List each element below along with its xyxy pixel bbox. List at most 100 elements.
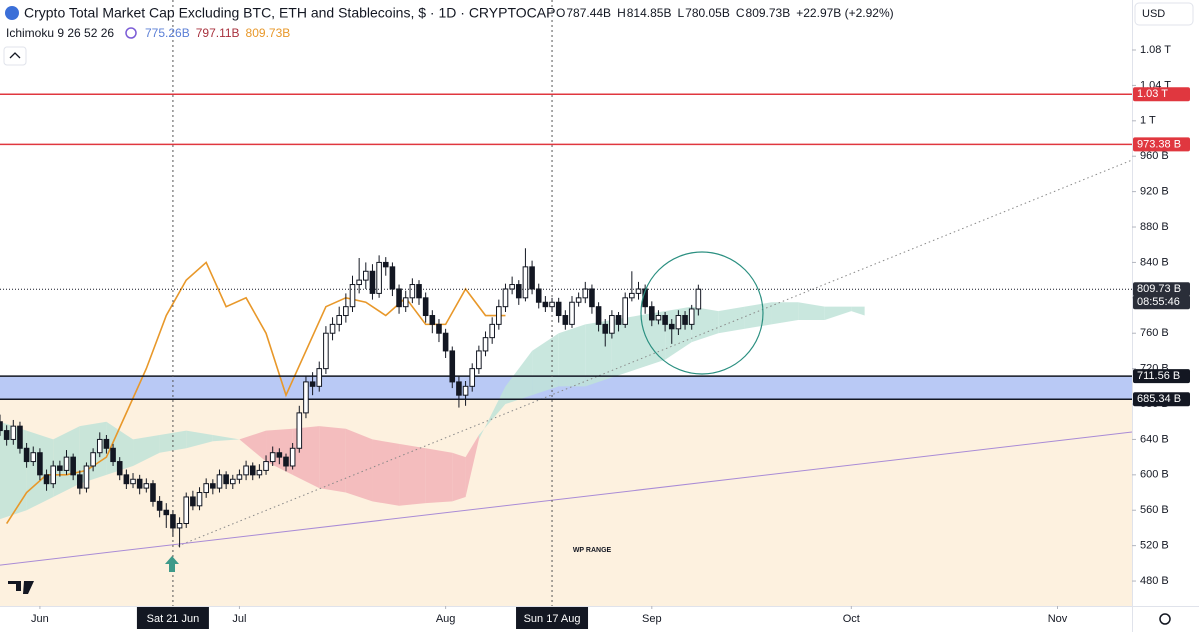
y-tick-label: 640 B [1140, 433, 1169, 445]
level-label: 1.03 T [1137, 88, 1168, 100]
candle-body [555, 301, 562, 317]
cloud-segment [744, 302, 772, 329]
indicator-values: 775.26B 797.11B 809.73B [145, 26, 290, 40]
y-tick-label: 1 T [1140, 115, 1156, 127]
candle-body [369, 270, 376, 294]
candle-body [170, 514, 176, 529]
cloud-segment [691, 306, 719, 343]
candle-body [329, 323, 336, 334]
x-tick-label: Oct [843, 613, 860, 625]
ohlc-item: O [556, 6, 565, 20]
candle-body [589, 288, 595, 308]
candle-body [296, 412, 303, 449]
candle-body [43, 474, 50, 485]
cloud-segment [824, 306, 852, 320]
candle-body [216, 474, 223, 489]
ohlc-item: C [736, 6, 745, 20]
cloud-segment [798, 302, 825, 320]
crosshair-label: Sun 17 Aug [524, 613, 581, 625]
candle-body [402, 297, 409, 308]
currency-button[interactable] [1134, 2, 1194, 26]
level-label-bg [1133, 87, 1190, 102]
candle-body [655, 315, 662, 321]
tv-logo [8, 581, 34, 594]
highlight-circle [640, 251, 764, 375]
candle-body [316, 368, 323, 387]
candle-body [190, 496, 196, 507]
indicator-value: 809.73B [246, 26, 291, 40]
candle-body [469, 368, 476, 387]
y-tick-label: 520 B [1140, 540, 1169, 552]
candle-body [123, 474, 130, 485]
candle-body [389, 266, 396, 290]
candle-body [30, 452, 37, 463]
candle-body [236, 474, 243, 480]
candle-body [648, 306, 655, 321]
candle-body [229, 478, 236, 485]
cloud-segment [345, 428, 373, 502]
x-tick-label: Nov [1048, 613, 1068, 625]
countdown-label: 08:55:46 [1137, 296, 1180, 308]
cloud-segment [425, 448, 453, 504]
candle-body [163, 509, 170, 516]
candle-body [595, 306, 602, 325]
cloud-segment [638, 311, 666, 369]
lagging-span [5, 261, 506, 524]
candle-body [263, 461, 269, 471]
crosshair-label: Sat 21 Jun [147, 613, 200, 625]
collapse-button[interactable] [3, 46, 27, 66]
candle-body [116, 461, 123, 476]
candle-body [349, 284, 356, 308]
cloud-segment [399, 443, 426, 506]
candle-body [376, 261, 382, 294]
last-price-label-bg [1133, 282, 1190, 297]
candle-body [336, 315, 343, 325]
cloud-segment [505, 350, 533, 405]
candle-body [442, 332, 449, 352]
candle-body [57, 465, 63, 471]
candle-body [535, 288, 542, 303]
y-tick-label: 840 B [1140, 256, 1169, 268]
candle-body [110, 447, 116, 463]
indicator-value: 797.11B [196, 26, 240, 40]
indicator-icon[interactable] [125, 27, 137, 39]
candle-body [3, 430, 10, 440]
candle-body [130, 478, 136, 485]
y-tick-label: 600 B [1140, 469, 1169, 481]
candle-body [23, 447, 30, 463]
cloud-segment [465, 435, 479, 497]
candle-body [575, 297, 582, 303]
candle-body [482, 337, 489, 352]
level-label-bg [1133, 137, 1190, 152]
candle-body [635, 288, 642, 294]
candle-body [542, 301, 549, 308]
ohlc-item: 787.44B [566, 6, 611, 20]
settings-icon[interactable] [1159, 613, 1171, 625]
candle-body [489, 323, 495, 339]
ohlc-item: 814.85B [627, 6, 672, 20]
cloud-segment [478, 386, 506, 440]
cloud-segment [186, 430, 213, 449]
candle-body [509, 284, 515, 290]
candle-body [615, 315, 622, 325]
symbol-logo [5, 6, 19, 20]
x-tick-label: Jul [232, 613, 246, 625]
y-tick-label: 880 B [1140, 221, 1169, 233]
candle-body [422, 297, 429, 317]
ohlc-legend: O 787.44B H 814.85B L 780.05B C 809.73B +22.97B … [556, 6, 894, 20]
arrow-marker [165, 556, 179, 572]
candle-body [303, 381, 309, 414]
crosshair-label-bg [516, 607, 589, 629]
candle-body [196, 492, 203, 507]
candle-body [382, 261, 389, 268]
candle-body [0, 421, 3, 432]
candle-body [309, 381, 316, 387]
candle-body [462, 385, 469, 396]
cloud-segment [718, 306, 745, 334]
candle-body [136, 478, 143, 489]
zone-label: 711.56 B [1137, 370, 1180, 382]
currency-label: USD [1142, 8, 1165, 20]
candle-body [682, 315, 688, 325]
cloud-segment [133, 435, 160, 466]
candle-body [456, 381, 462, 396]
